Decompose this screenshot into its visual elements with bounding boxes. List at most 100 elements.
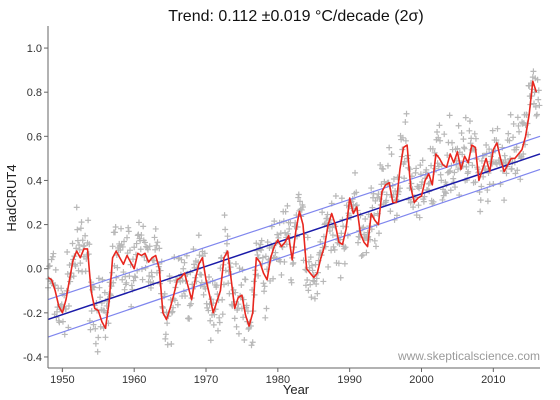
monthly-point [147, 284, 154, 291]
monthly-point [377, 161, 384, 168]
monthly-point [388, 151, 395, 158]
monthly-point [530, 68, 537, 75]
x-tick-label: 2010 [481, 374, 505, 386]
monthly-point [517, 176, 524, 183]
monthly-point [154, 239, 161, 246]
monthly-point [423, 166, 430, 173]
monthly-point [449, 139, 456, 146]
monthly-point [48, 256, 55, 263]
monthly-point [112, 223, 119, 230]
monthly-point [164, 341, 171, 348]
monthly-point [119, 276, 126, 283]
monthly-point [425, 180, 432, 187]
monthly-point [341, 260, 348, 267]
monthly-point [484, 187, 491, 194]
monthly-point [454, 145, 461, 152]
monthly-point [222, 267, 229, 274]
monthly-point [387, 208, 394, 215]
x-axis-title: Year [283, 382, 310, 397]
monthly-point [241, 336, 248, 343]
monthly-point [384, 162, 391, 169]
monthly-point [201, 250, 208, 257]
monthly-point [483, 141, 490, 148]
monthly-point [149, 273, 156, 280]
monthly-point [284, 202, 291, 209]
monthly-point [493, 160, 500, 167]
monthly-point [146, 272, 153, 279]
y-tick-label: -0.4 [23, 352, 42, 364]
monthly-point [233, 323, 240, 330]
monthly-point [82, 232, 89, 239]
monthly-point [305, 287, 312, 294]
monthly-point [338, 195, 345, 202]
monthly-point [152, 246, 159, 253]
monthly-point [330, 243, 337, 250]
monthly-point [439, 196, 446, 203]
monthly-point [135, 219, 142, 226]
monthly-point [248, 342, 255, 349]
monthly-point [466, 127, 473, 134]
monthly-point [152, 225, 159, 232]
monthly-point [325, 263, 332, 270]
monthly-point [144, 246, 151, 253]
smoothed-line [47, 80, 538, 330]
monthly-point [114, 264, 121, 271]
monthly-point [431, 149, 438, 156]
monthly-point [368, 185, 375, 192]
monthly-point [264, 239, 271, 246]
monthly-point [92, 325, 99, 332]
monthly-point [358, 252, 365, 259]
monthly-point [286, 225, 293, 232]
monthly-point [157, 267, 164, 274]
monthly-point [443, 190, 450, 197]
monthly-point [471, 130, 478, 137]
monthly-point [505, 130, 512, 137]
monthly-point [232, 260, 239, 267]
monthly-point [261, 283, 268, 290]
monthly-point [123, 279, 130, 286]
monthly-point [282, 208, 289, 215]
monthly-point [96, 284, 103, 291]
monthly-point [65, 303, 72, 310]
monthly-point [313, 280, 320, 287]
monthly-point [270, 275, 277, 282]
monthly-point [224, 233, 231, 240]
monthly-point [430, 198, 437, 205]
monthly-point [399, 134, 406, 141]
monthly-point [484, 198, 491, 205]
monthly-point [147, 279, 154, 286]
y-tick-label: 0.0 [27, 264, 42, 276]
monthly-point [446, 168, 453, 175]
monthly-point [161, 290, 168, 297]
monthly-point [486, 146, 493, 153]
y-tick-label: 0.8 [27, 87, 42, 99]
monthly-point [469, 162, 476, 169]
monthly-point [458, 130, 465, 137]
monthly-point [131, 244, 138, 251]
monthly-point [271, 218, 278, 225]
monthly-point [181, 259, 188, 266]
monthly-point [319, 209, 326, 216]
x-tick-label: 2000 [409, 374, 433, 386]
monthly-point [255, 272, 262, 279]
monthly-point [196, 252, 203, 259]
monthly-point [459, 151, 466, 158]
monthly-point [216, 319, 223, 326]
monthly-point [403, 110, 410, 117]
x-tick-label: 1990 [337, 374, 361, 386]
monthly-point [380, 165, 387, 172]
monthly-point [139, 276, 146, 283]
trend-line [47, 153, 541, 321]
monthly-point [82, 268, 89, 275]
monthly-point [512, 170, 519, 177]
monthly-point [211, 311, 218, 318]
monthly-point [463, 163, 470, 170]
monthly-point [78, 219, 85, 226]
monthly-point [69, 240, 76, 247]
monthly-point [462, 114, 469, 121]
monthly-point [258, 237, 265, 244]
monthly-point [239, 266, 246, 273]
trend-upper-bound-line [47, 135, 541, 301]
monthly-point [162, 331, 169, 338]
